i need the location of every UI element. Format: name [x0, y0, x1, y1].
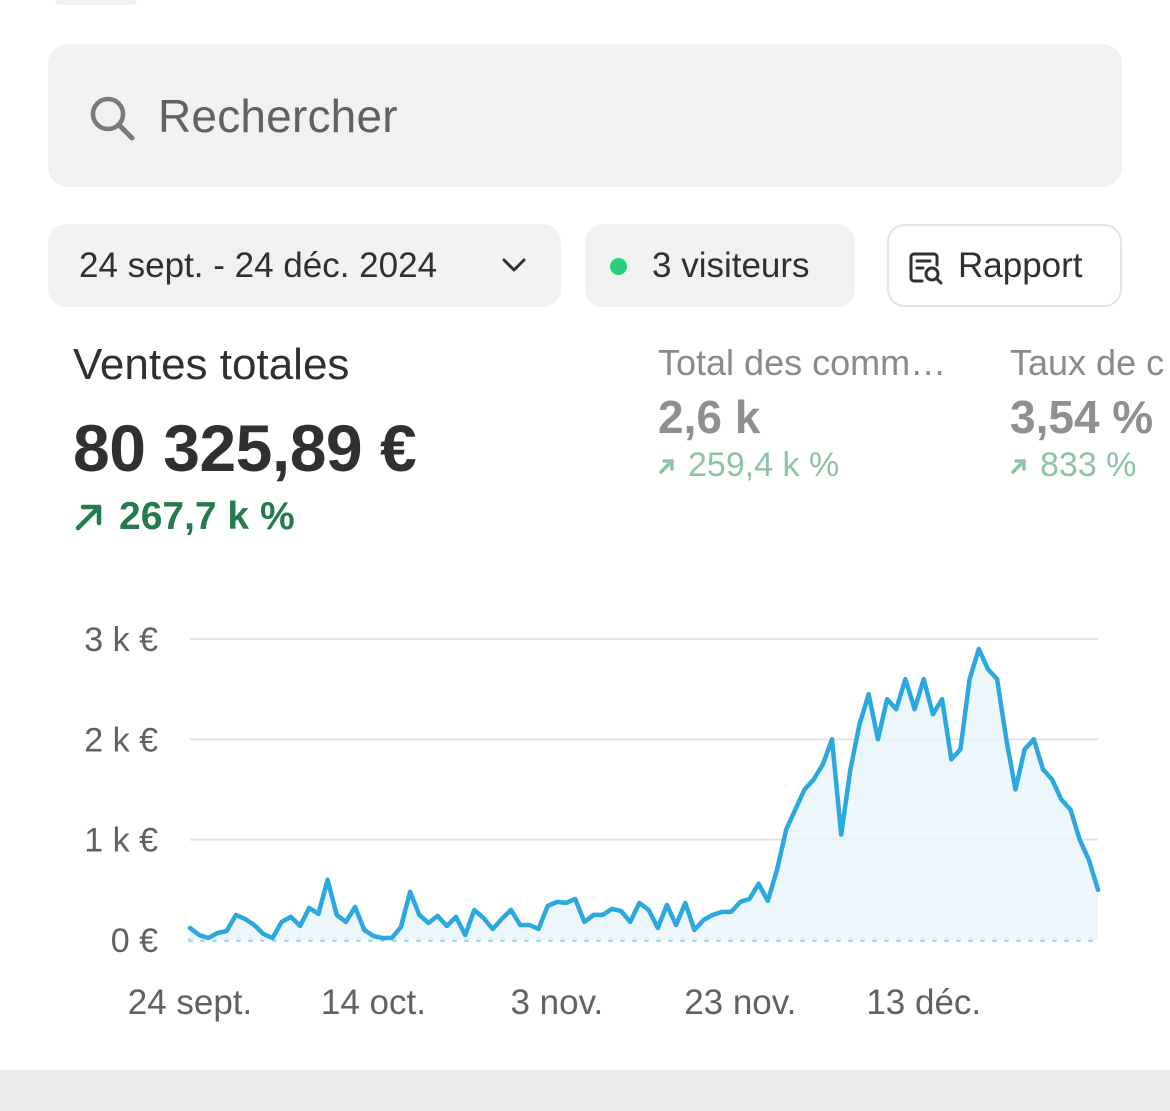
conversion-rate-label: Taux de c — [1010, 342, 1165, 383]
total-orders-change: 259,4 k % — [658, 446, 946, 485]
date-range-picker[interactable]: 24 sept. - 24 déc. 2024 — [48, 224, 561, 307]
report-icon — [909, 252, 943, 285]
total-sales-metric[interactable]: Ventes totales 80 325,89 € 267,7 k % — [73, 340, 417, 538]
y-tick-label: 2 k € — [84, 721, 158, 759]
total-sales-change: 267,7 k % — [73, 495, 295, 539]
report-button[interactable]: Rapport — [887, 224, 1122, 307]
arrow-up-right-icon — [75, 504, 102, 531]
total-sales-value: 80 325,89 € — [73, 411, 417, 485]
arrow-up-right-icon — [1011, 458, 1026, 474]
top-nub — [55, 0, 137, 5]
date-range-label: 24 sept. - 24 déc. 2024 — [79, 245, 438, 285]
search-icon — [90, 96, 135, 141]
y-tick-label: 0 € — [111, 922, 158, 960]
chevron-down-icon — [502, 258, 526, 272]
total-orders-change-value: 259,4 k % — [688, 446, 840, 484]
footer-band — [0, 1070, 1170, 1111]
sales-line-chart[interactable]: 0 € 1 k € 2 k € 3 k € 24 sept. 14 oct. 3 nov. 2… — [0, 600, 1170, 1030]
y-tick-label: 3 k € — [84, 621, 158, 659]
y-tick-label: 1 k € — [84, 822, 158, 860]
total-sales-label: Ventes totales — [73, 340, 350, 389]
report-label: Rapport — [958, 245, 1083, 285]
total-orders-value: 2,6 k — [658, 391, 761, 443]
total-orders-label: Total des comm… — [658, 342, 947, 383]
conversion-rate-metric[interactable]: Taux de c 3,54 % 833 % — [1010, 342, 1164, 485]
live-visitors-button[interactable]: 3 visiteurs — [585, 224, 855, 307]
conversion-rate-change-value: 833 % — [1040, 446, 1137, 484]
total-orders-metric[interactable]: Total des comm… 2,6 k 259,4 k % — [658, 342, 946, 485]
search-bar[interactable]: Rechercher — [48, 44, 1122, 187]
conversion-rate-change: 833 % — [1010, 446, 1164, 485]
search-input[interactable]: Rechercher — [158, 89, 398, 142]
x-tick-label: 24 sept. — [128, 983, 253, 1022]
sales-series-line — [187, 646, 1101, 941]
visitors-label: 3 visiteurs — [652, 245, 810, 285]
total-sales-change-value: 267,7 k % — [119, 495, 295, 538]
sales-area — [190, 649, 1098, 940]
conversion-rate-value: 3,54 % — [1010, 391, 1154, 443]
live-dot-icon — [610, 258, 627, 275]
x-tick-label: 3 nov. — [510, 983, 603, 1022]
arrow-up-right-icon — [659, 458, 674, 474]
x-tick-label: 23 nov. — [684, 983, 796, 1022]
x-tick-label: 13 déc. — [866, 983, 981, 1022]
x-tick-label: 14 oct. — [321, 983, 426, 1022]
